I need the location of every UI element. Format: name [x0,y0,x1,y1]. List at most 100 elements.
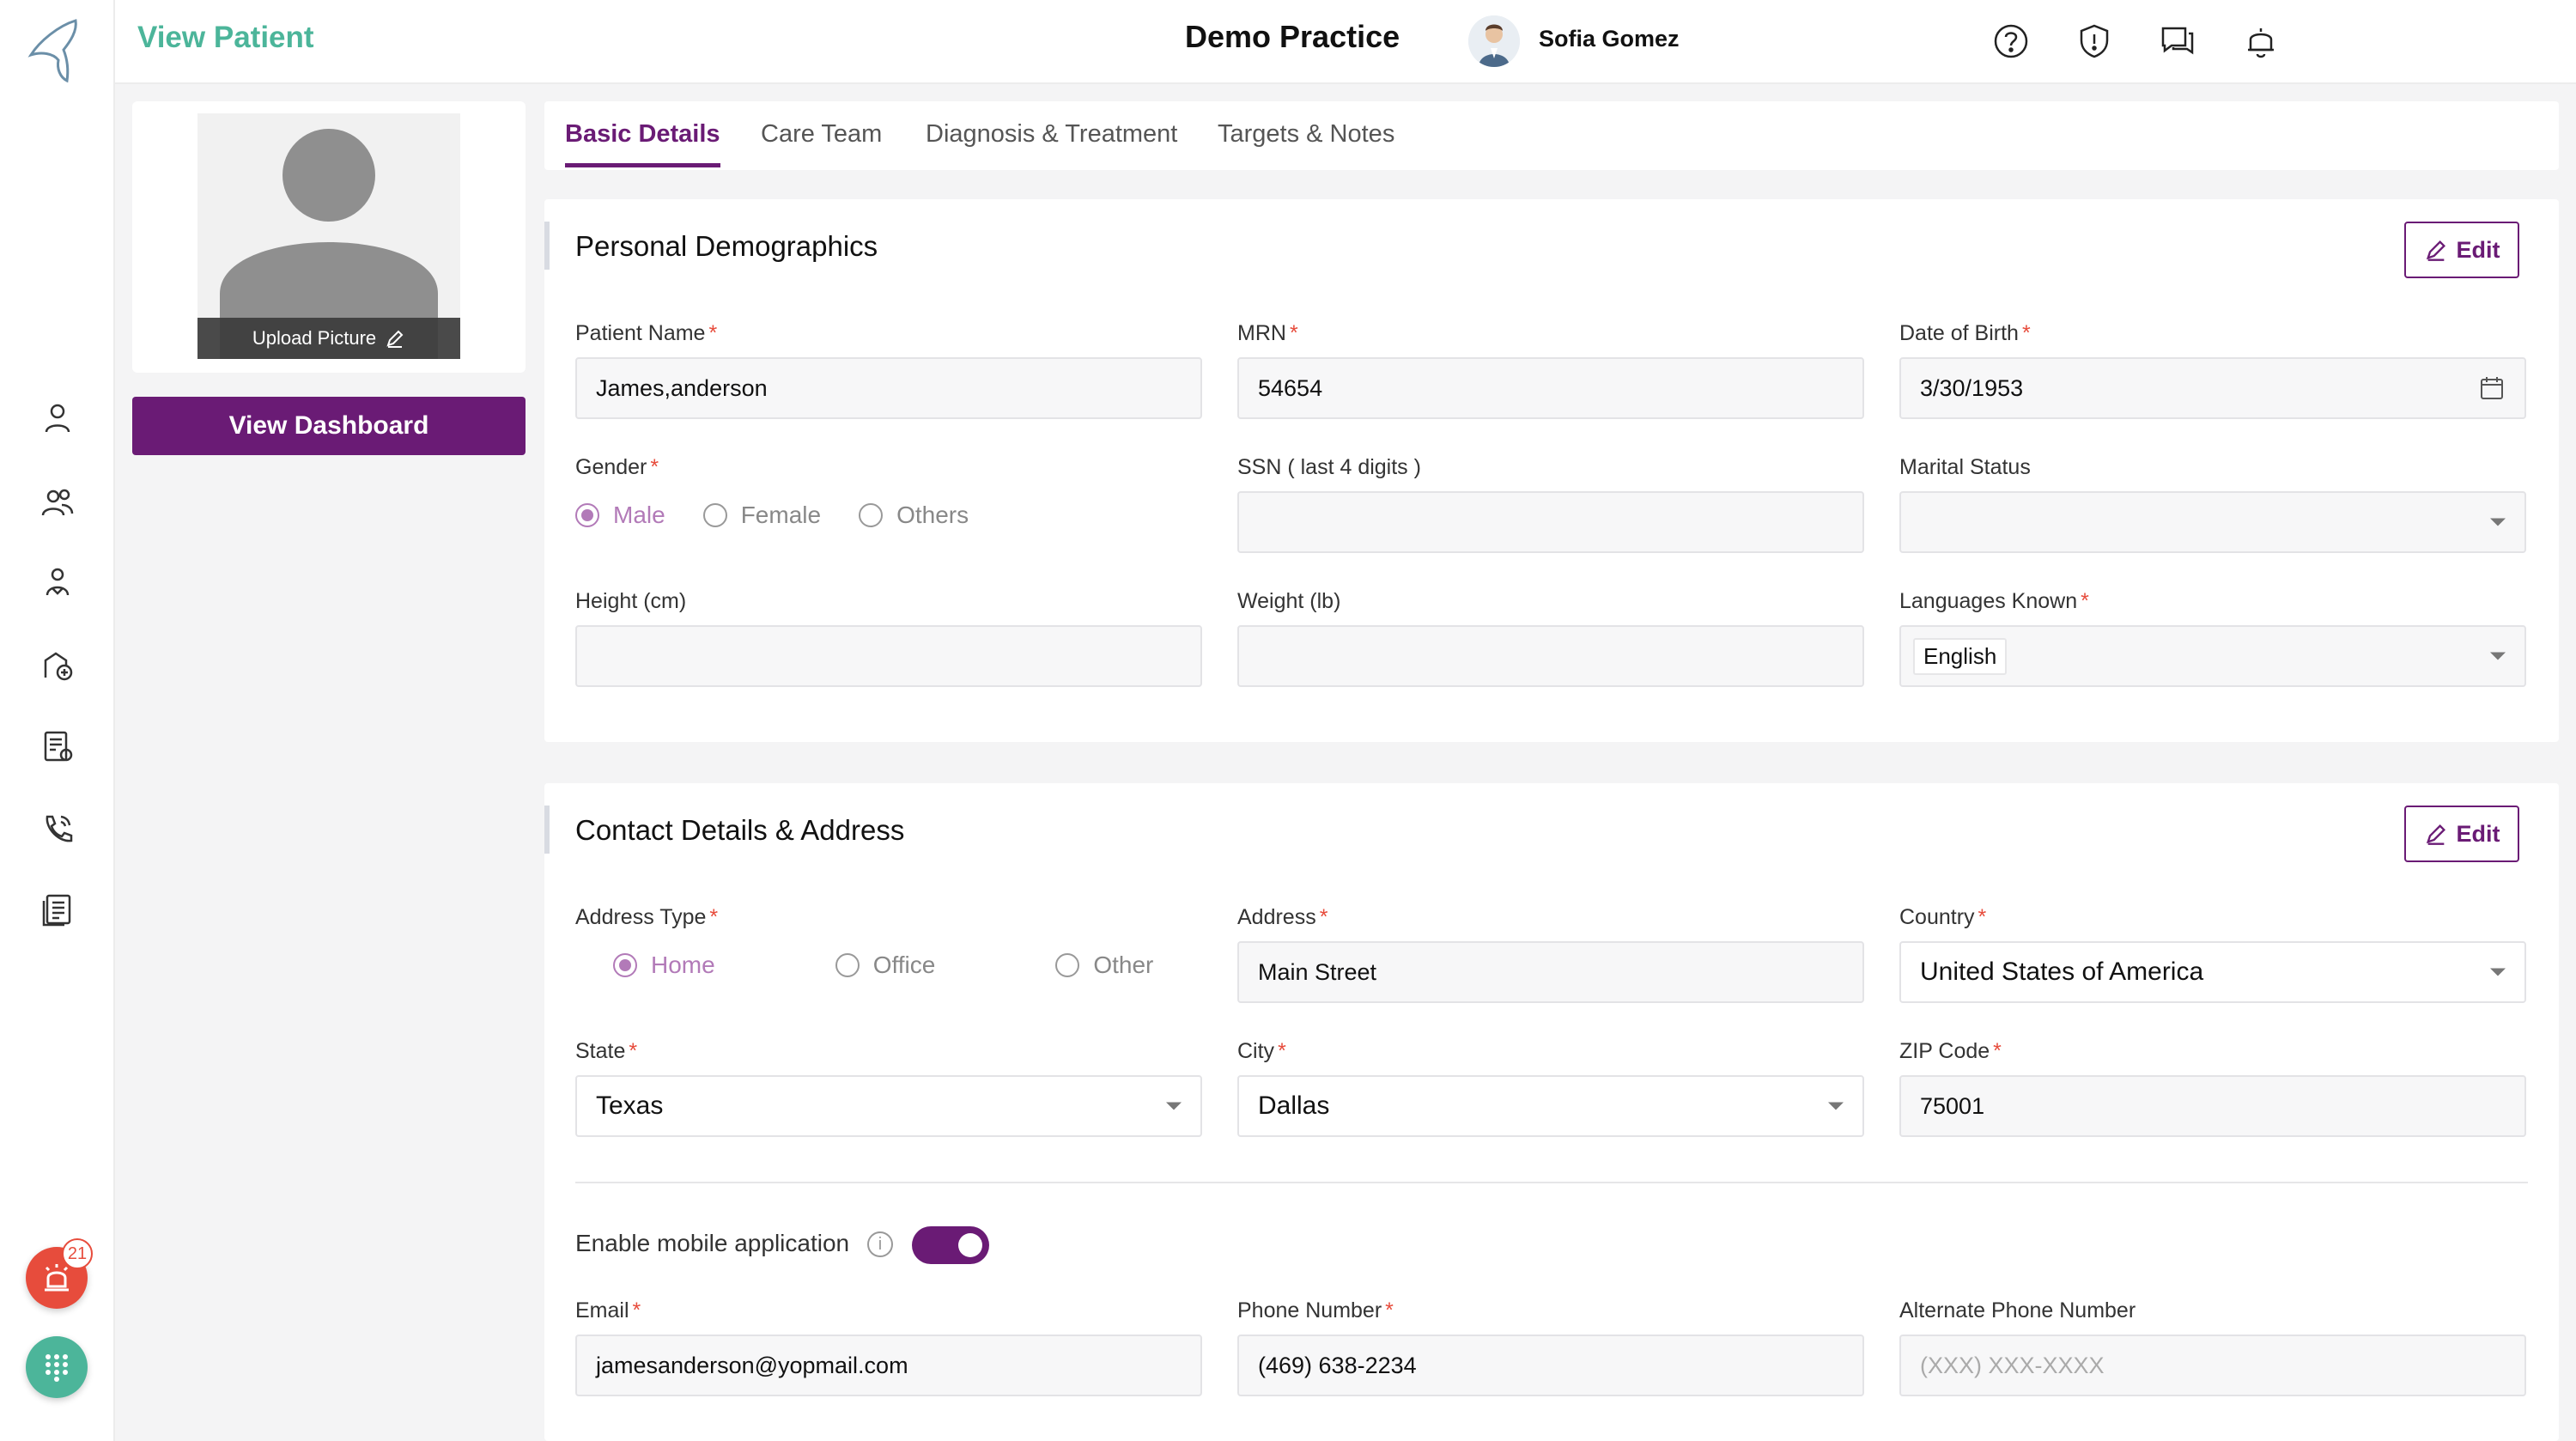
state-value: Texas [596,1091,664,1120]
info-icon[interactable]: i [867,1231,893,1257]
alt-phone-label: Alternate Phone Number [1899,1298,2136,1322]
phone-label: Phone Number * [1237,1298,1394,1322]
gender-female-radio[interactable]: Female [702,502,821,529]
dob-field[interactable]: 3/30/1953 [1899,357,2526,419]
bell-icon[interactable] [2240,21,2281,62]
ssn-label: SSN ( last 4 digits ) [1237,455,1421,479]
dialpad-icon [46,1354,68,1382]
edit-label: Edit [2456,236,2500,263]
alarm-count-badge: 21 [62,1238,93,1269]
weight-label: Weight (lb) [1237,589,1341,613]
mobile-app-label: Enable mobile application [575,1230,850,1256]
country-label: Country * [1899,905,1987,929]
practice-title: Demo Practice [1185,19,1400,54]
chat-icon[interactable] [2157,21,2198,62]
upload-picture-button[interactable]: Upload Picture [197,318,460,359]
address-field[interactable]: Main Street [1237,941,1864,1003]
city-label: City * [1237,1039,1286,1063]
tab-targets-notes[interactable]: Targets & Notes [1218,120,1395,148]
patient-icon[interactable] [38,398,77,438]
email-field[interactable]: jamesanderson@yopmail.com [575,1335,1202,1396]
chevron-down-icon [2490,968,2506,976]
upload-picture-label: Upload Picture [252,327,377,349]
chevron-down-icon [1828,1102,1844,1110]
pencil-icon [2426,824,2445,845]
city-value: Dallas [1258,1091,1330,1120]
view-dashboard-button[interactable]: View Dashboard [132,397,526,455]
zip-label: ZIP Code * [1899,1039,2002,1063]
address-type-office-radio[interactable]: Office [835,952,935,979]
dialpad-button[interactable] [26,1336,88,1398]
address-type-home-radio[interactable]: Home [613,952,715,979]
address-type-other-radio[interactable]: Other [1055,952,1153,979]
app-logo-icon[interactable] [24,15,91,84]
top-header: View Patient Demo Practice Sofia Gomez [115,0,2576,84]
profile-card: Upload Picture [132,101,526,373]
section-accent [544,222,550,270]
personal-demographics-section: Personal Demographics Edit Patient Name *… [544,199,2559,742]
country-select[interactable]: United States of America [1899,941,2526,1003]
phone-icon[interactable] [38,809,77,848]
help-icon[interactable] [1990,21,2032,62]
page-title: View Patient [137,21,314,54]
address-type-radio-group: Home Office Other [613,952,1153,979]
pencil-icon [386,330,404,348]
avatar[interactable] [1468,15,1520,67]
reports-icon[interactable] [38,890,77,929]
address-label: Address * [1237,905,1328,929]
tab-bar: Basic Details Care Team Diagnosis & Trea… [544,101,2559,170]
gender-radio-group: Male Female Others [575,502,969,529]
clinic-icon[interactable] [38,646,77,685]
languages-label: Languages Known * [1899,589,2089,613]
profile-picture[interactable]: Upload Picture [197,113,460,359]
patient-name-label: Patient Name * [575,321,718,345]
language-chip[interactable]: English [1913,637,2008,675]
state-select[interactable]: Texas [575,1075,1202,1137]
languages-select[interactable]: English [1899,625,2526,687]
calendar-icon[interactable] [2478,374,2506,402]
height-label: Height (cm) [575,589,687,613]
mobile-app-toggle[interactable] [912,1226,989,1264]
divider [575,1182,2528,1183]
height-field[interactable] [575,625,1202,687]
care-team-icon[interactable] [38,563,77,603]
edit-label: Edit [2456,820,2500,847]
chevron-down-icon [2490,652,2506,660]
sidebar: 21 [0,0,115,1441]
address-type-label: Address Type * [575,905,719,929]
section-title: Contact Details & Address [575,814,905,846]
weight-field[interactable] [1237,625,1864,687]
pencil-icon [2426,240,2445,261]
alt-phone-field[interactable]: (XXX) XXX-XXXX [1899,1335,2526,1396]
tab-basic-details[interactable]: Basic Details [565,120,720,167]
contact-details-section: Contact Details & Address Edit Address T… [544,783,2559,1441]
edit-demographics-button[interactable]: Edit [2404,222,2519,278]
alarm-icon [45,1264,69,1292]
email-label: Email * [575,1298,641,1322]
chevron-down-icon [2490,518,2506,526]
phone-field[interactable]: (469) 638-2234 [1237,1335,1864,1396]
gender-others-radio[interactable]: Others [859,502,969,529]
mrn-field[interactable]: 54654 [1237,357,1864,419]
ssn-field[interactable] [1237,491,1864,553]
country-value: United States of America [1920,958,2204,986]
chevron-down-icon [1166,1102,1182,1110]
dob-value: 3/30/1953 [1920,374,2024,401]
gender-male-radio[interactable]: Male [575,502,665,529]
marital-status-label: Marital Status [1899,455,2031,479]
zip-field[interactable]: 75001 [1899,1075,2526,1137]
tab-diagnosis-treatment[interactable]: Diagnosis & Treatment [926,120,1178,148]
state-label: State * [575,1039,638,1063]
city-select[interactable]: Dallas [1237,1075,1864,1137]
patient-name-field[interactable]: James,anderson [575,357,1202,419]
tab-care-team[interactable]: Care Team [761,120,883,148]
section-accent [544,806,550,854]
user-name[interactable]: Sofia Gomez [1539,26,1680,52]
billing-icon[interactable] [38,727,77,766]
marital-status-select[interactable] [1899,491,2526,553]
edit-contact-button[interactable]: Edit [2404,806,2519,862]
users-icon[interactable] [38,483,77,522]
mrn-label: MRN * [1237,321,1298,345]
section-title: Personal Demographics [575,230,878,262]
shield-icon[interactable] [2074,21,2115,62]
